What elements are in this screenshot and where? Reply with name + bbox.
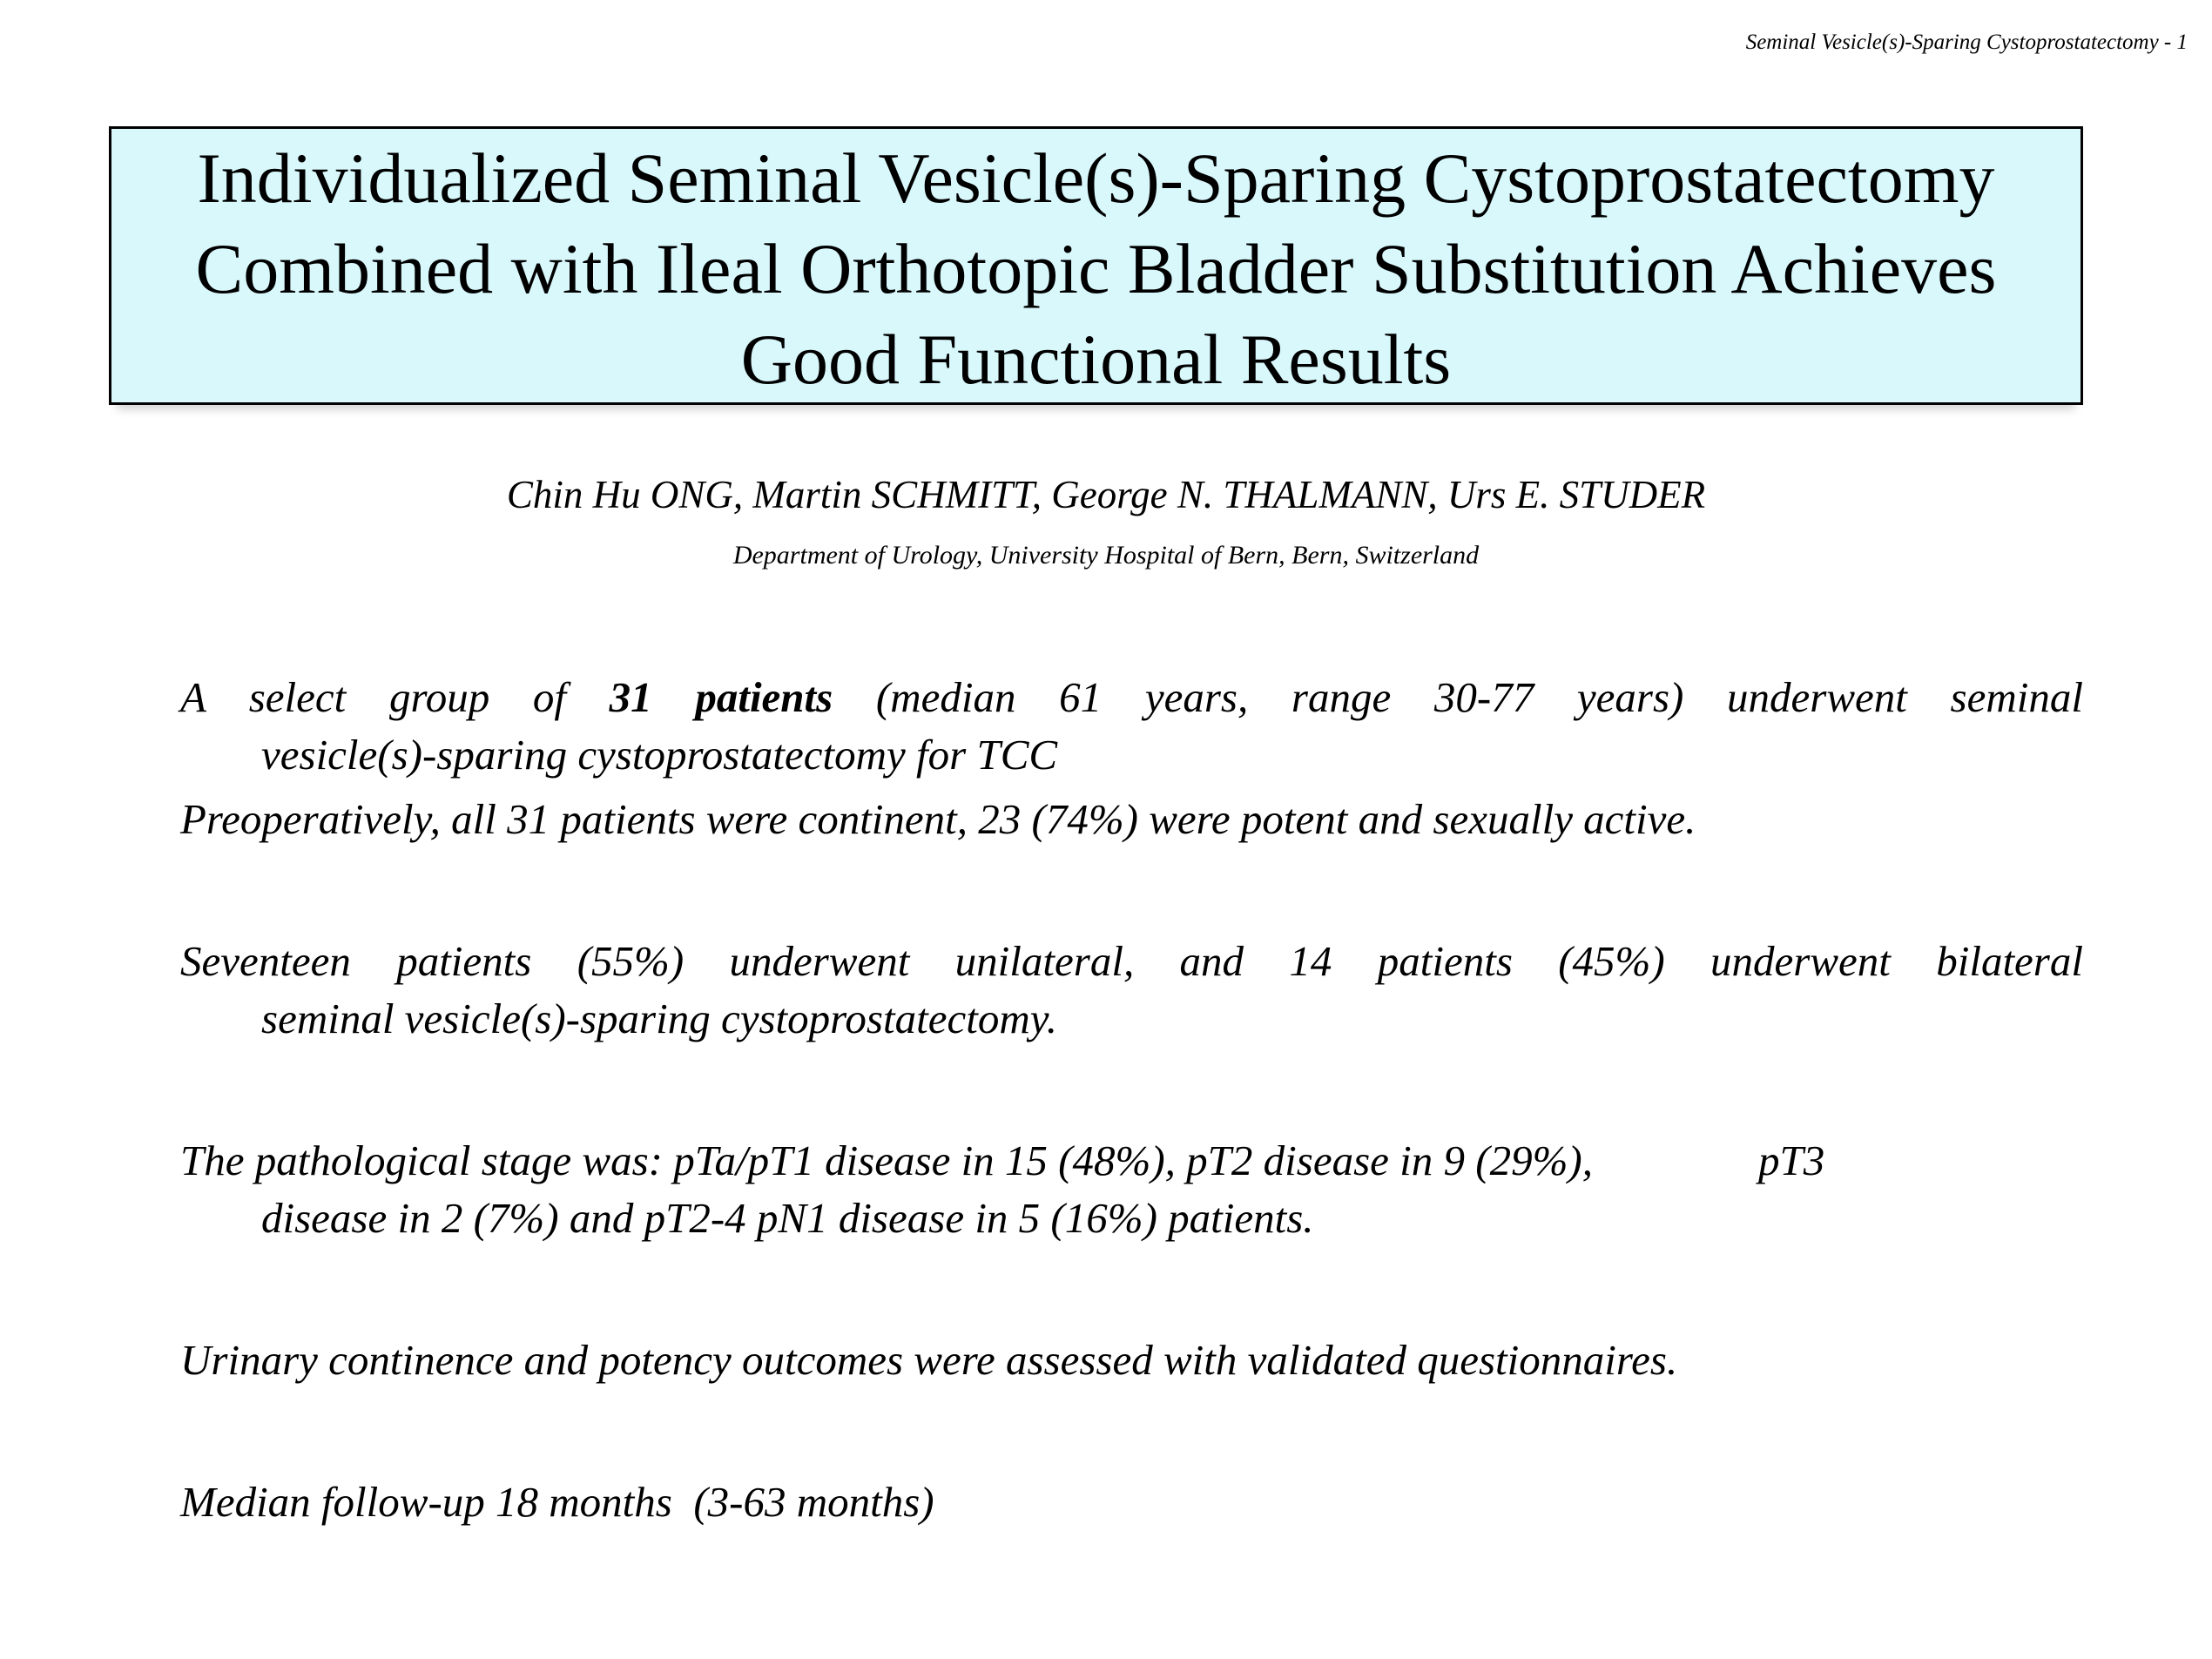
text-segment: Median follow-up 18 months (3-63 months) — [180, 1478, 934, 1526]
paragraph: Median follow-up 18 months (3-63 months) — [180, 1474, 2083, 1531]
body-line: Median follow-up 18 months (3-63 months) — [180, 1474, 2083, 1531]
text-segment: seminal vesicle(s)-sparing cystoprostate… — [261, 995, 1058, 1042]
text-segment: pT3 — [1757, 1136, 1825, 1184]
text-segment: The pathological stage was: pTa/pT1 dise… — [180, 1136, 1593, 1184]
text-segment: Preoperatively, all 31 patients were con… — [180, 795, 1696, 843]
body-line: vesicle(s)-sparing cystoprostatectomy fo… — [180, 726, 2083, 784]
body-text: A select group of 31 patients (median 61… — [180, 669, 2083, 1531]
body-line: Seventeen patients (55%) underwent unila… — [180, 933, 2083, 990]
body-line: The pathological stage was: pTa/pT1 dise… — [180, 1132, 2083, 1190]
slide-header-note: Seminal Vesicle(s)-Sparing Cystoprostate… — [1745, 30, 2188, 54]
title-box: Individualized Seminal Vesicle(s)-Sparin… — [109, 126, 2083, 405]
body-line: seminal vesicle(s)-sparing cystoprostate… — [180, 990, 2083, 1048]
text-segment: Seventeen patients (55%) underwent unila… — [180, 937, 2083, 985]
body-line: Urinary continence and potency outcomes … — [180, 1332, 2083, 1389]
body-line: A select group of 31 patients (median 61… — [180, 669, 2083, 726]
paragraph: A select group of 31 patients (median 61… — [180, 669, 2083, 784]
text-segment: A select group of — [180, 673, 610, 721]
title-line-1: Individualized Seminal Vesicle(s)-Sparin… — [197, 138, 1995, 218]
affiliation-line: Department of Urology, University Hospit… — [732, 541, 1480, 570]
bold-text-segment: 31 patients — [609, 673, 833, 721]
body-line: disease in 2 (7%) and pT2-4 pN1 disease … — [180, 1190, 2083, 1247]
authors-line: Chin Hu ONG, Martin SCHMITT, George N. T… — [506, 473, 1706, 516]
paragraph: Urinary continence and potency outcomes … — [180, 1332, 2083, 1389]
text-segment: disease in 2 (7%) and pT2-4 pN1 disease … — [261, 1194, 1314, 1242]
text-segment: Urinary continence and potency outcomes … — [180, 1336, 1678, 1384]
text-segment: (median 61 years, range 30-77 years) und… — [833, 673, 2083, 721]
paragraph: Preoperatively, all 31 patients were con… — [180, 791, 2083, 848]
paragraph: The pathological stage was: pTa/pT1 dise… — [180, 1132, 2083, 1247]
title-line-2: Combined with Ileal Orthotopic Bladder S… — [195, 229, 1997, 308]
text-segment: vesicle(s)-sparing cystoprostatectomy fo… — [261, 731, 1058, 779]
title-line-3: Good Functional Results — [740, 320, 1452, 399]
paragraph: Seventeen patients (55%) underwent unila… — [180, 933, 2083, 1048]
body-line: Preoperatively, all 31 patients were con… — [180, 791, 2083, 848]
